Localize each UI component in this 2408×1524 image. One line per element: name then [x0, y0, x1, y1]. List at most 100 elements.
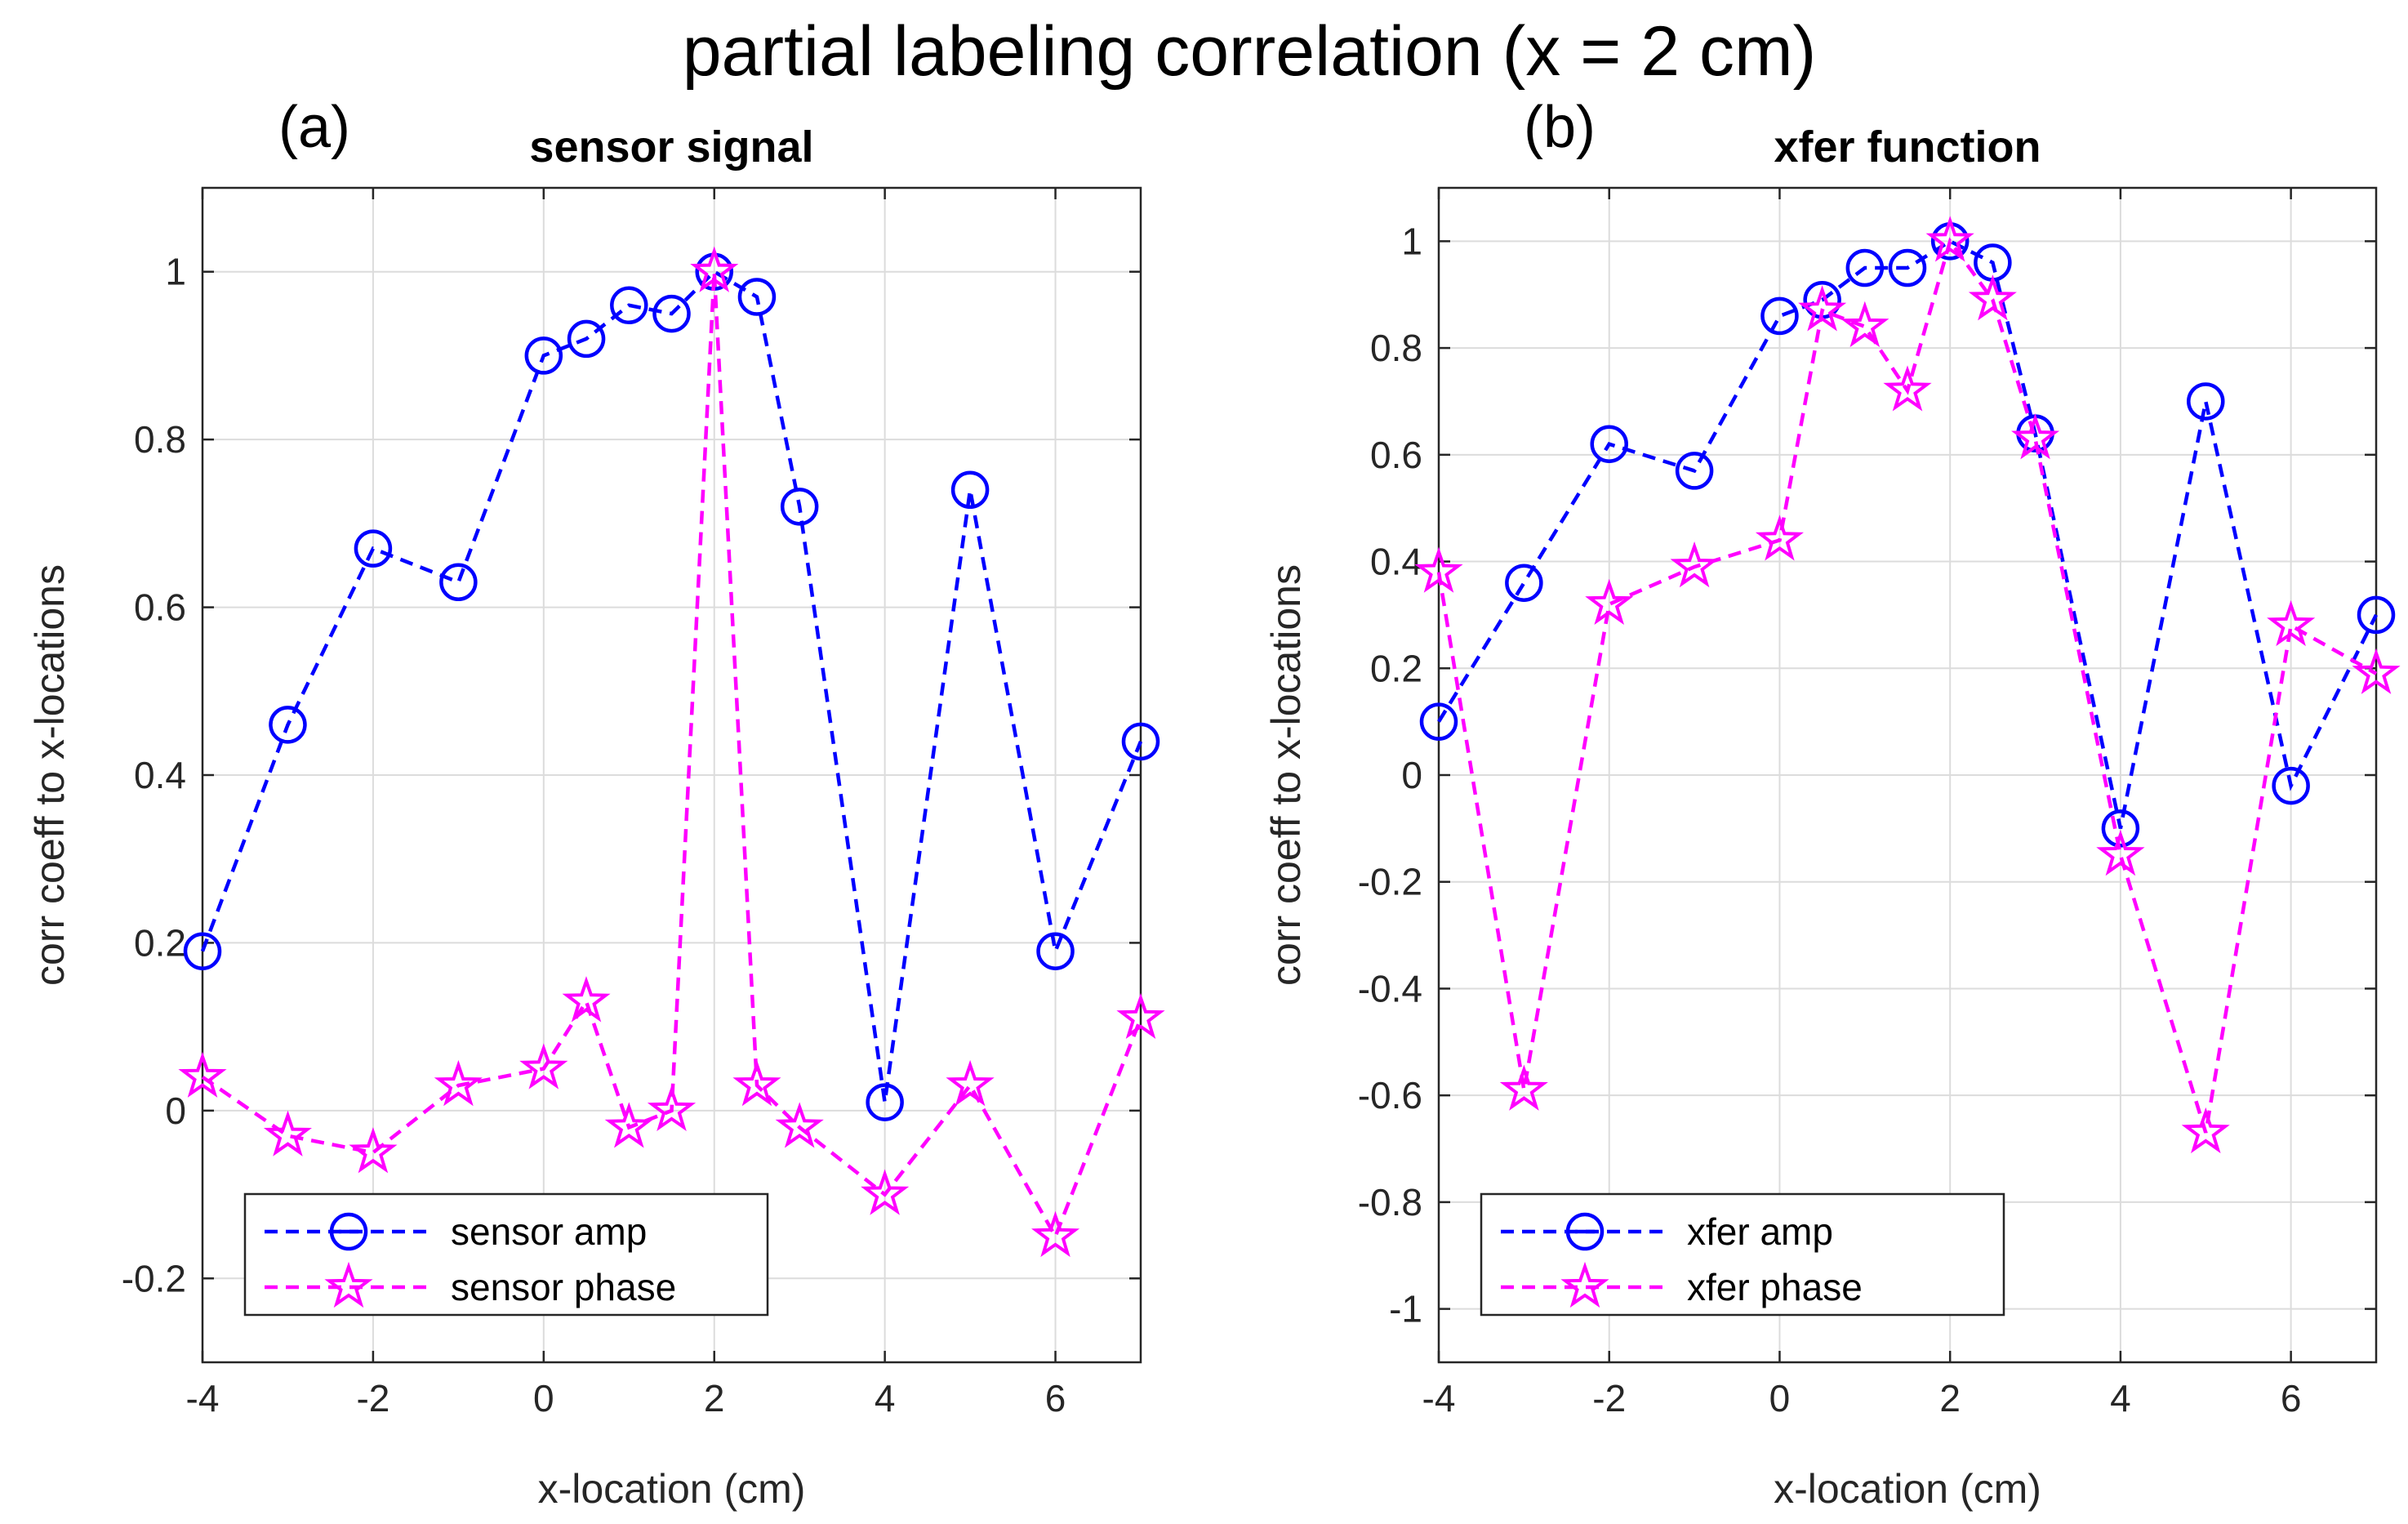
y-tick-label: 0.4 [134, 754, 186, 796]
data-point-star [604, 1102, 653, 1148]
data-point-circle [1505, 564, 1543, 602]
x-tick-label: 6 [1045, 1377, 1066, 1419]
data-point-star [178, 1051, 227, 1098]
x-tick-label: 2 [1939, 1377, 1961, 1419]
data-point-star [775, 1102, 824, 1148]
series-line-sensor-phase [201, 271, 1143, 1241]
legend-box [1480, 1192, 2005, 1317]
data-point-circle [2357, 595, 2396, 635]
data-point-star [1414, 546, 1463, 593]
axes-frame [201, 186, 1142, 1364]
y-tick-label: 0.6 [1370, 434, 1422, 476]
y-tick-label: -0.4 [1358, 967, 1422, 1009]
data-point-circle [1675, 452, 1714, 490]
data-point-star [1755, 515, 1804, 561]
chart-title: sensor signal [529, 123, 813, 172]
data-point-star [2011, 413, 2060, 460]
data-point-star [1840, 301, 1889, 348]
data-point-circle [1419, 702, 1458, 741]
legend-entry: sensor amp [451, 1210, 647, 1253]
data-point-star [1031, 1210, 1080, 1258]
data-point-star [349, 1127, 398, 1174]
data-point-circle [269, 706, 307, 744]
legend-swatch-star [324, 1261, 373, 1308]
series-line-xfer-phase [1436, 237, 2378, 1134]
data-point-star [1798, 285, 1847, 332]
y-tick-label: 0.2 [134, 921, 186, 964]
chart-title: xfer function [1774, 123, 2041, 172]
data-point-star [1116, 992, 1165, 1040]
x-tick-label: 6 [2281, 1377, 2302, 1419]
legend-entry: sensor phase [451, 1266, 676, 1308]
data-point-star [2096, 829, 2145, 876]
data-point-circle [1888, 248, 1927, 287]
data-point-circle [1845, 248, 1885, 287]
axes-frame [1437, 186, 2378, 1364]
data-point-circle [950, 470, 990, 510]
series-line-xfer-amp [1437, 238, 2379, 829]
data-point-circle [737, 278, 777, 316]
data-point-star [562, 976, 611, 1023]
y-tick-label: 0.6 [134, 586, 186, 629]
data-point-star [2352, 648, 2401, 694]
data-point-circle [2101, 809, 2140, 848]
x-axis-label: x-location (cm) [1774, 1466, 2041, 1512]
data-point-star [2181, 1107, 2230, 1154]
data-point-star [732, 1059, 781, 1107]
x-tick-label: 4 [2110, 1377, 2131, 1419]
x-tick-label: 0 [1769, 1377, 1791, 1419]
data-point-star [1968, 274, 2017, 321]
x-tick-label: -4 [1422, 1377, 1456, 1419]
y-tick-label: -0.6 [1358, 1074, 1422, 1116]
data-point-circle [1760, 296, 1799, 336]
x-tick-label: 4 [875, 1377, 896, 1419]
legend-entry: xfer amp [1687, 1210, 1833, 1253]
panel-label: (a) [278, 95, 350, 160]
data-point-circle [1121, 722, 1160, 761]
data-point-star [690, 246, 739, 292]
y-tick-label: 0.8 [1370, 327, 1422, 369]
data-point-circle [2187, 382, 2225, 421]
x-axis-label: x-location (cm) [538, 1466, 806, 1512]
y-axis-label: corr coeff to x-locations [1263, 564, 1309, 986]
y-axis-label: corr coeff to x-locations [27, 564, 73, 986]
y-tick-label: -1 [1389, 1288, 1422, 1330]
x-tick-label: 0 [533, 1377, 554, 1419]
figure-title: partial labeling correlation (x = 2 cm) [683, 12, 1817, 91]
data-point-circle [183, 932, 222, 970]
data-point-circle [2272, 766, 2310, 805]
data-point-star [1499, 1064, 1548, 1111]
data-point-circle [1036, 932, 1075, 970]
data-point-circle [610, 286, 648, 325]
x-tick-label: -4 [186, 1377, 220, 1419]
data-point-circle [652, 294, 691, 333]
data-point-star [647, 1085, 697, 1132]
legend-swatch-circle [1565, 1212, 1605, 1251]
y-tick-label: 1 [165, 251, 186, 293]
legend-swatch-star [1560, 1261, 1609, 1308]
data-point-circle [439, 563, 478, 602]
x-tick-label: -2 [356, 1377, 389, 1419]
data-point-star [861, 1169, 910, 1215]
data-point-star [519, 1043, 568, 1090]
y-tick-label: 0.8 [134, 418, 186, 461]
data-point-star [1883, 365, 1932, 412]
data-point-star [1670, 541, 1719, 588]
data-point-star [2267, 599, 2316, 647]
data-point-circle [1590, 425, 1628, 463]
x-tick-label: -2 [1592, 1377, 1626, 1419]
y-tick-label: -0.2 [1358, 861, 1422, 903]
series-line-sensor-amp [200, 269, 1143, 1103]
y-tick-label: 0.2 [1370, 647, 1422, 689]
x-tick-label: 2 [704, 1377, 725, 1419]
y-tick-label: 0 [165, 1090, 186, 1132]
data-point-circle [354, 529, 393, 568]
legend-box [243, 1192, 769, 1317]
panel-label: (b) [1524, 95, 1596, 160]
panel-sensor-signal: -4 -2 0 2 4 6 -0.2 0 0.2 0.4 0.6 0.8 1 (a) sensor sign… [27, 95, 1165, 1512]
y-tick-label: 0.4 [1370, 541, 1422, 583]
data-point-circle [866, 1083, 904, 1121]
y-tick-label: -0.8 [1358, 1181, 1422, 1223]
data-point-circle [567, 319, 606, 359]
